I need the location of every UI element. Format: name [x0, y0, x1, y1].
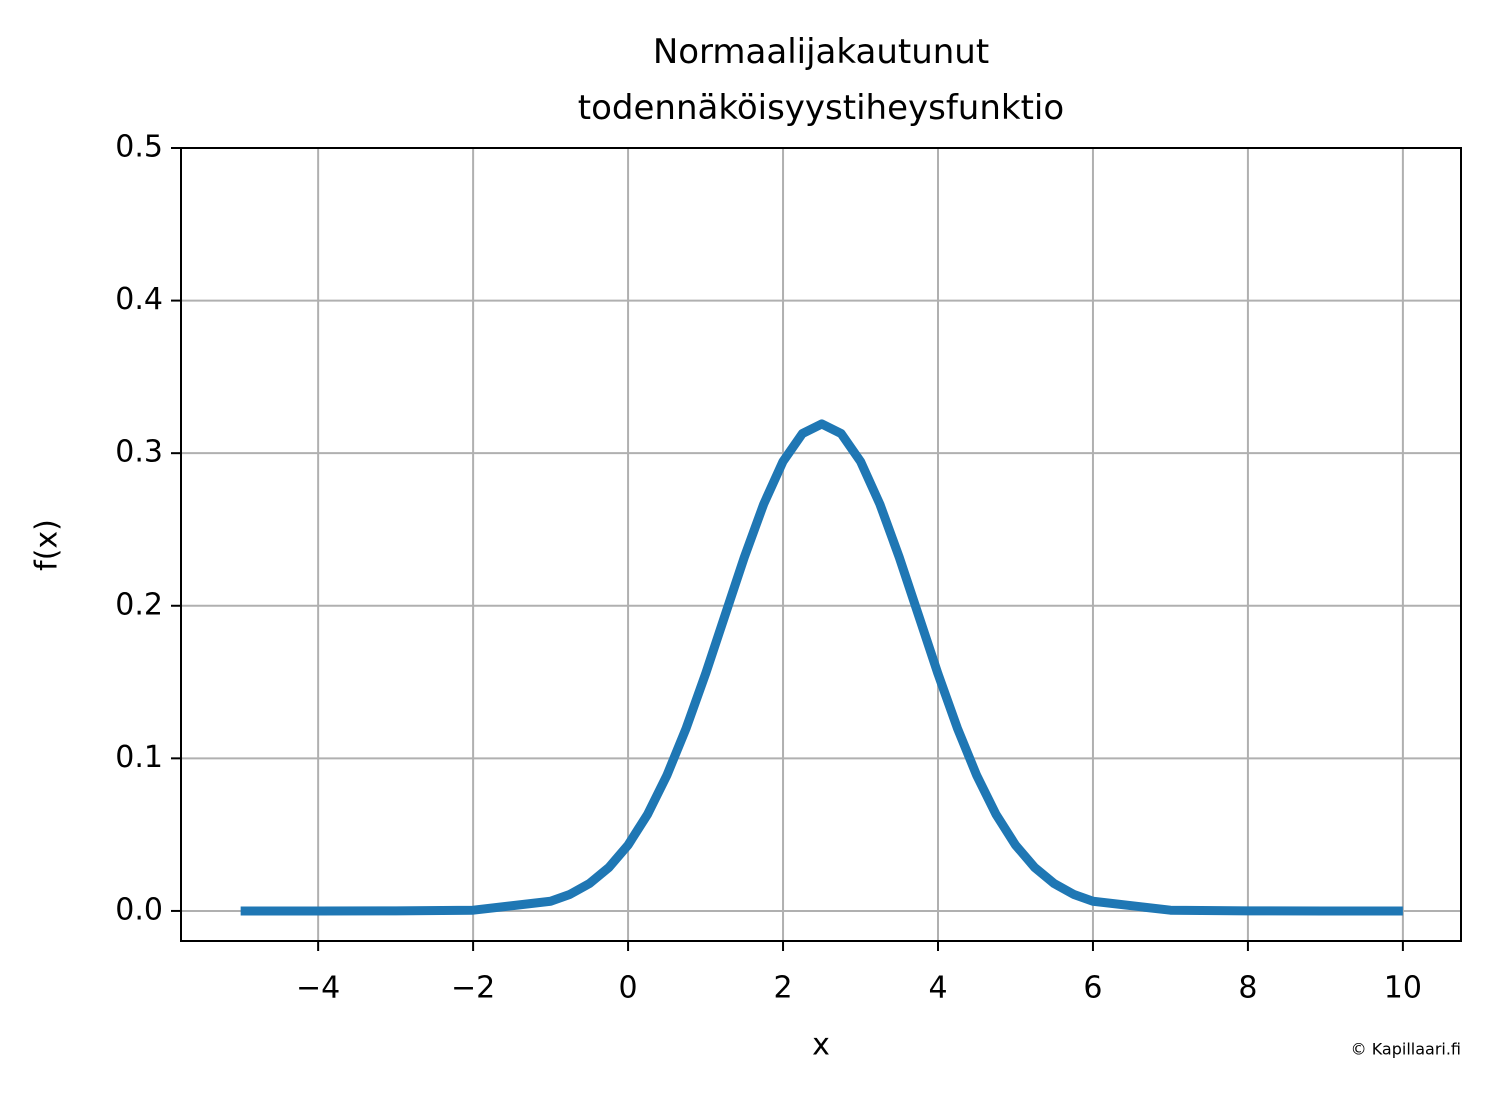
watermark: © Kapillaari.fi: [1351, 1040, 1461, 1059]
y-tick-label: 0.1: [115, 740, 163, 775]
y-tick-label: 0.4: [115, 282, 163, 317]
x-axis-label: x: [812, 1028, 830, 1063]
y-tick-label: 0.5: [115, 130, 163, 165]
x-tick-label: 10: [1384, 971, 1422, 1006]
x-tick-label: 0: [619, 971, 638, 1006]
x-tick-label: 6: [1083, 971, 1102, 1006]
chart-title: Normaalijakautunut todennäköisyystiheysfu…: [578, 32, 1064, 128]
x-tick-label: −2: [451, 971, 495, 1006]
x-tick-label: 4: [928, 971, 947, 1006]
chart-title-text: Normaalijakautunut todennäköisyystiheysfu…: [578, 32, 1064, 128]
x-tick-label: −4: [296, 971, 340, 1006]
line-series: [240, 419, 1403, 916]
y-tick-label: 0.0: [115, 892, 163, 927]
y-axis-label: f(x): [30, 519, 65, 571]
y-tick-label: 0.3: [115, 435, 163, 470]
y-tick-label: 0.2: [115, 587, 163, 622]
x-tick-label: 8: [1238, 971, 1257, 1006]
x-tick-label: 2: [773, 971, 792, 1006]
plot-frame: [180, 147, 1462, 942]
